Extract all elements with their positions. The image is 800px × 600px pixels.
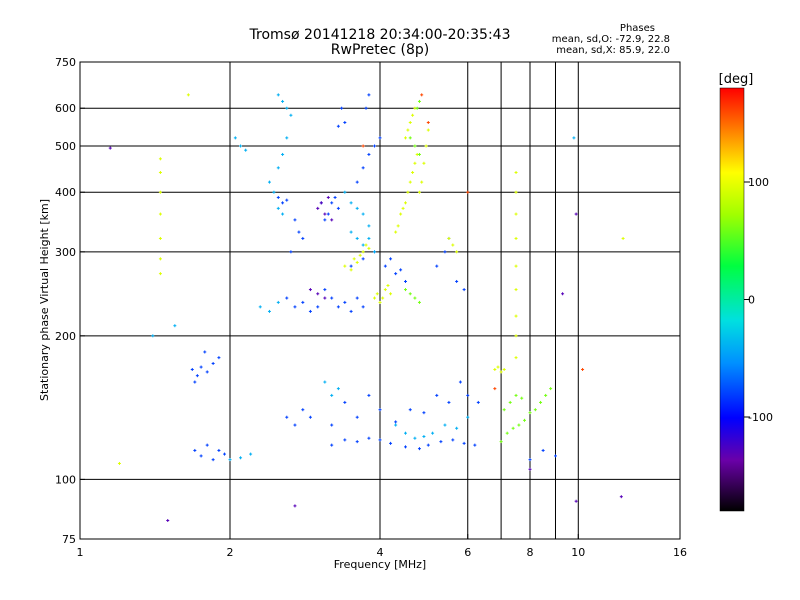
x-axis-ticks: 1 2 4 6 8 10 16 bbox=[77, 534, 687, 559]
y-tick-label: 600 bbox=[55, 102, 76, 115]
y-axis-label: Stationary phase Virtual Height [km] bbox=[38, 199, 51, 401]
y-tick-label: 750 bbox=[55, 56, 76, 69]
x-tick-label: 1 bbox=[77, 546, 84, 559]
y-tick-label: 75 bbox=[62, 533, 76, 546]
y-tick-label: 400 bbox=[55, 186, 76, 199]
x-axis-label: Frequency [MHz] bbox=[334, 558, 426, 571]
colorbar-ticks: 100 0 -100 bbox=[744, 176, 773, 424]
colorbar-tick-label: -100 bbox=[748, 411, 773, 424]
grid-lines bbox=[80, 62, 680, 539]
x-tick-label: 10 bbox=[571, 546, 585, 559]
data-points bbox=[108, 93, 625, 523]
colorbar-tick-label: 0 bbox=[748, 294, 755, 307]
x-tick-label: 6 bbox=[464, 546, 471, 559]
phases-stats-title: Phases bbox=[619, 23, 655, 34]
colorbar-label: [deg] bbox=[719, 72, 754, 87]
y-tick-label: 300 bbox=[55, 246, 76, 259]
x-tick-label: 4 bbox=[377, 546, 384, 559]
x-tick-label: 2 bbox=[227, 546, 234, 559]
phases-stats-x: mean, sd,X: 85.9, 22.0 bbox=[556, 45, 670, 56]
chart-subtitle: RwPretec (8p) bbox=[330, 42, 430, 58]
y-tick-label: 100 bbox=[55, 473, 76, 486]
x-tick-label: 8 bbox=[527, 546, 534, 559]
y-axis-ticks: 75 100 200 300 400 500 600 750 bbox=[55, 56, 85, 546]
y-tick-label: 200 bbox=[55, 330, 76, 343]
chart-title: Tromsø 20141218 20:34:00-20:35:43 bbox=[249, 27, 511, 43]
y-tick-label: 500 bbox=[55, 140, 76, 153]
x-tick-label: 16 bbox=[673, 546, 687, 559]
colorbar bbox=[719, 87, 745, 512]
phases-stats-o: mean, sd,O: -72.9, 22.8 bbox=[551, 34, 670, 45]
colorbar-tick-label: 100 bbox=[748, 176, 769, 189]
